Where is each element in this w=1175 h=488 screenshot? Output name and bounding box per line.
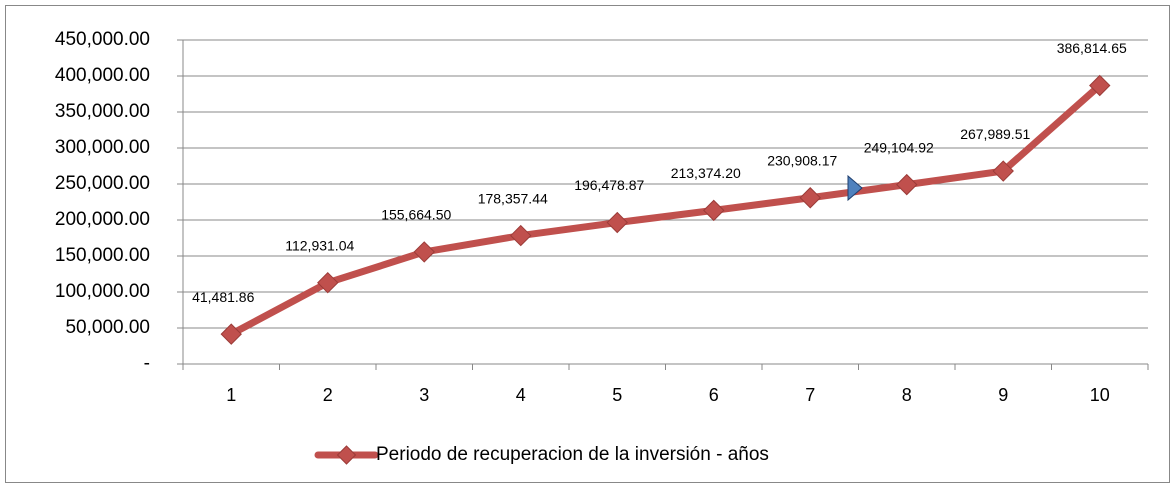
point-marker bbox=[317, 271, 339, 294]
point-marker bbox=[220, 323, 242, 345]
legend-marker bbox=[336, 445, 357, 465]
x-tick-label: 2 bbox=[323, 385, 333, 405]
x-tick-label: 6 bbox=[709, 385, 719, 405]
data-label: 267,989.51 bbox=[960, 126, 1030, 142]
data-label: 249,104.92 bbox=[864, 139, 934, 155]
y-tick-label: 450,000.00 bbox=[55, 29, 150, 50]
legend-label: Periodo de recuperacion de la inversión … bbox=[376, 444, 769, 465]
y-tick-label: 100,000.00 bbox=[55, 281, 150, 302]
x-tick-label: 10 bbox=[1090, 385, 1110, 405]
y-tick-label: 400,000.00 bbox=[55, 65, 150, 86]
data-label: 213,374.20 bbox=[671, 165, 741, 181]
y-tick-label: - bbox=[144, 353, 150, 374]
chart-frame bbox=[5, 5, 1170, 483]
x-tick-label: 1 bbox=[226, 385, 236, 405]
data-label: 386,814.65 bbox=[1057, 40, 1127, 56]
data-label: 155,664.50 bbox=[381, 207, 451, 223]
x-tick-label: 4 bbox=[516, 385, 526, 405]
data-label: 178,357.44 bbox=[478, 190, 548, 206]
point-marker bbox=[992, 160, 1014, 182]
x-tick-label: 8 bbox=[902, 385, 912, 405]
y-tick-label: 50,000.00 bbox=[65, 317, 150, 338]
point-marker bbox=[703, 199, 725, 222]
y-tick-label: 200,000.00 bbox=[55, 209, 150, 230]
x-tick-label: 3 bbox=[419, 385, 429, 405]
y-tick-label: 300,000.00 bbox=[55, 137, 150, 158]
mouse-cursor bbox=[847, 174, 863, 202]
x-tick-label: 7 bbox=[805, 385, 815, 405]
data-label: 230,908.17 bbox=[767, 152, 837, 168]
x-tick-label: 9 bbox=[998, 385, 1008, 405]
point-marker bbox=[510, 224, 532, 247]
series-line bbox=[227, 81, 1104, 338]
point-marker bbox=[799, 187, 821, 209]
point-marker bbox=[606, 211, 628, 234]
x-tick-label: 5 bbox=[612, 385, 622, 405]
y-tick-label: 350,000.00 bbox=[55, 101, 150, 122]
point-marker bbox=[1089, 74, 1111, 97]
y-tick-label: 250,000.00 bbox=[55, 173, 150, 194]
data-label: 112,931.04 bbox=[285, 237, 354, 253]
point-marker bbox=[413, 241, 435, 263]
data-label: 41,481.86 bbox=[192, 289, 254, 305]
y-tick-label: 150,000.00 bbox=[55, 245, 150, 266]
point-marker bbox=[896, 173, 918, 196]
data-label: 196,478.87 bbox=[574, 177, 644, 193]
